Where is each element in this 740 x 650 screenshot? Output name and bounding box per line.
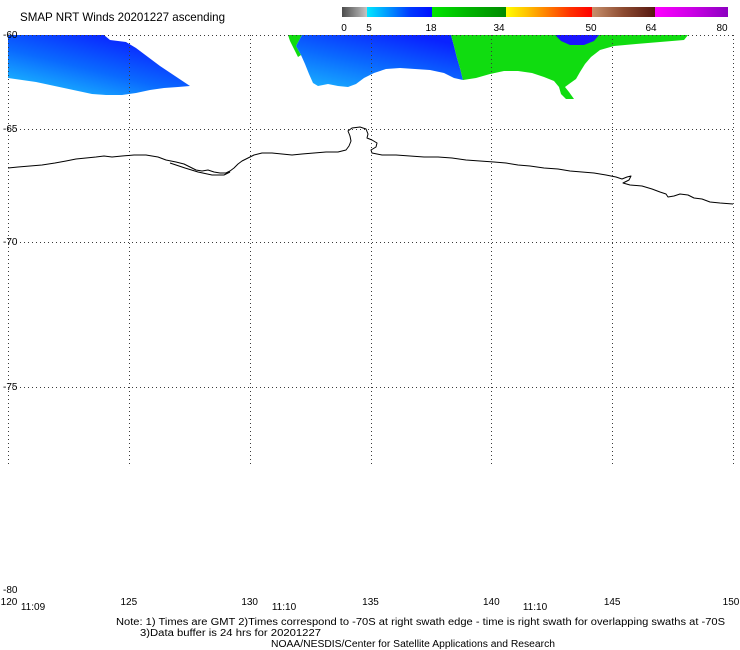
latitude-label: -80 <box>3 585 18 596</box>
colorbar-label: 50 <box>585 23 597 34</box>
wind-swath-east-dark-blue-patch <box>555 35 599 45</box>
colorbar-label: 64 <box>645 23 657 34</box>
longitude-label: 150 <box>723 597 740 608</box>
colorbar-label: 5 <box>366 23 372 34</box>
longitude-label: 135 <box>362 597 379 608</box>
colorbar-segment <box>342 7 367 17</box>
colorbar-label: 18 <box>425 23 437 34</box>
footnote-line: Note: 1) Times are GMT 2)Times correspon… <box>116 617 725 628</box>
latitude-label: -70 <box>3 237 18 248</box>
colorbar-segment <box>655 7 728 17</box>
map-title: SMAP NRT Winds 20201227 ascending <box>20 10 225 24</box>
swath-time-label: 11:09 <box>21 602 46 613</box>
longitude-label: 130 <box>241 597 258 608</box>
latitude-label: -60 <box>3 30 18 41</box>
swath-time-label: 11:10 <box>272 602 297 613</box>
colorbar-label: 34 <box>493 23 505 34</box>
colorbar-segment <box>367 7 432 17</box>
longitude-label: 120 <box>1 597 18 608</box>
latitude-label: -75 <box>3 382 18 393</box>
coastline <box>7 126 734 205</box>
wind-swath-west <box>8 35 190 95</box>
colorbar-label: 80 <box>716 23 728 34</box>
footnote-line: 3)Data buffer is 24 hrs for 20201227 <box>140 628 321 639</box>
graticule <box>8 35 734 465</box>
colorbar-segment <box>592 7 655 17</box>
colorbar-label: 0 <box>341 23 347 34</box>
wind-swath-east-green-edge <box>288 35 302 57</box>
longitude-label: 140 <box>483 597 500 608</box>
wind-swaths <box>8 35 688 99</box>
colorbar-segment <box>432 7 506 17</box>
swath-time-label: 11:10 <box>523 602 548 613</box>
longitude-label: 125 <box>120 597 137 608</box>
wind-swath-east-green <box>451 35 688 99</box>
wind-swath-east-blue <box>296 35 463 87</box>
credit-line: NOAA/NESDIS/Center for Satellite Applica… <box>271 639 555 650</box>
swath-time-labels: 11:09 11:10 11:10 <box>21 602 548 613</box>
footer-notes: Note: 1) Times are GMT 2)Times correspon… <box>116 617 725 650</box>
latitude-label: -65 <box>3 124 18 135</box>
colorbar-segment <box>506 7 592 17</box>
wind-speed-colorbar: 0 5 18 34 50 64 80 <box>341 7 728 34</box>
coastline-main <box>7 126 734 205</box>
ice-shelf-edge <box>169 162 231 176</box>
longitude-label: 145 <box>604 597 621 608</box>
